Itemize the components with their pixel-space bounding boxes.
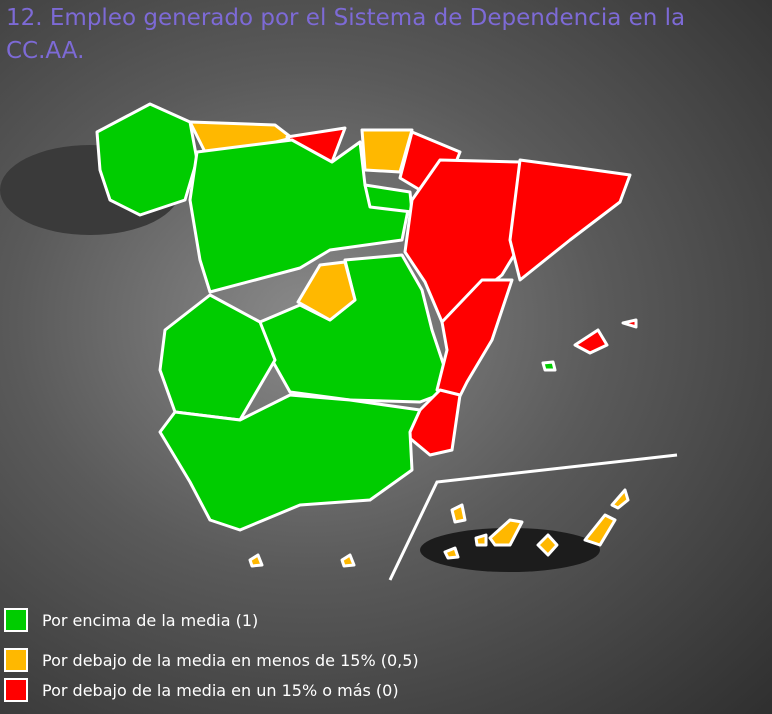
region — [248, 553, 264, 568]
region — [360, 128, 414, 174]
legend-item: Por debajo de la media en un 15% o más (… — [4, 676, 399, 704]
legend-swatch — [4, 608, 28, 632]
legend-text: Por encima de la media (1) — [42, 610, 259, 630]
region — [610, 488, 630, 510]
legend-swatch — [4, 678, 28, 702]
region — [583, 513, 617, 547]
region — [474, 533, 488, 547]
region — [450, 503, 467, 524]
region — [340, 553, 356, 568]
legend-text: Por debajo de la media en menos de 15% (… — [42, 650, 419, 670]
region — [488, 518, 524, 547]
region — [296, 260, 357, 322]
region — [541, 360, 557, 372]
legend-item: Por debajo de la media en menos de 15% (… — [4, 646, 419, 674]
shadow — [420, 528, 600, 572]
region — [158, 393, 422, 532]
region — [573, 328, 609, 355]
region — [443, 546, 460, 560]
regions — [95, 102, 638, 568]
region — [536, 533, 559, 557]
legend-text: Por debajo de la media en un 15% o más (… — [42, 680, 399, 700]
region — [435, 278, 514, 404]
region — [363, 183, 414, 214]
region — [158, 293, 277, 422]
canarias-divider — [388, 453, 678, 581]
region — [398, 388, 462, 457]
legend-item: Por encima de la media (1) — [4, 606, 258, 634]
region — [508, 158, 632, 282]
region — [95, 102, 199, 217]
region — [188, 138, 412, 294]
legend-swatch — [4, 648, 28, 672]
region — [621, 318, 638, 329]
title: 12. Empleo generado por el Sistema de De… — [6, 5, 686, 64]
